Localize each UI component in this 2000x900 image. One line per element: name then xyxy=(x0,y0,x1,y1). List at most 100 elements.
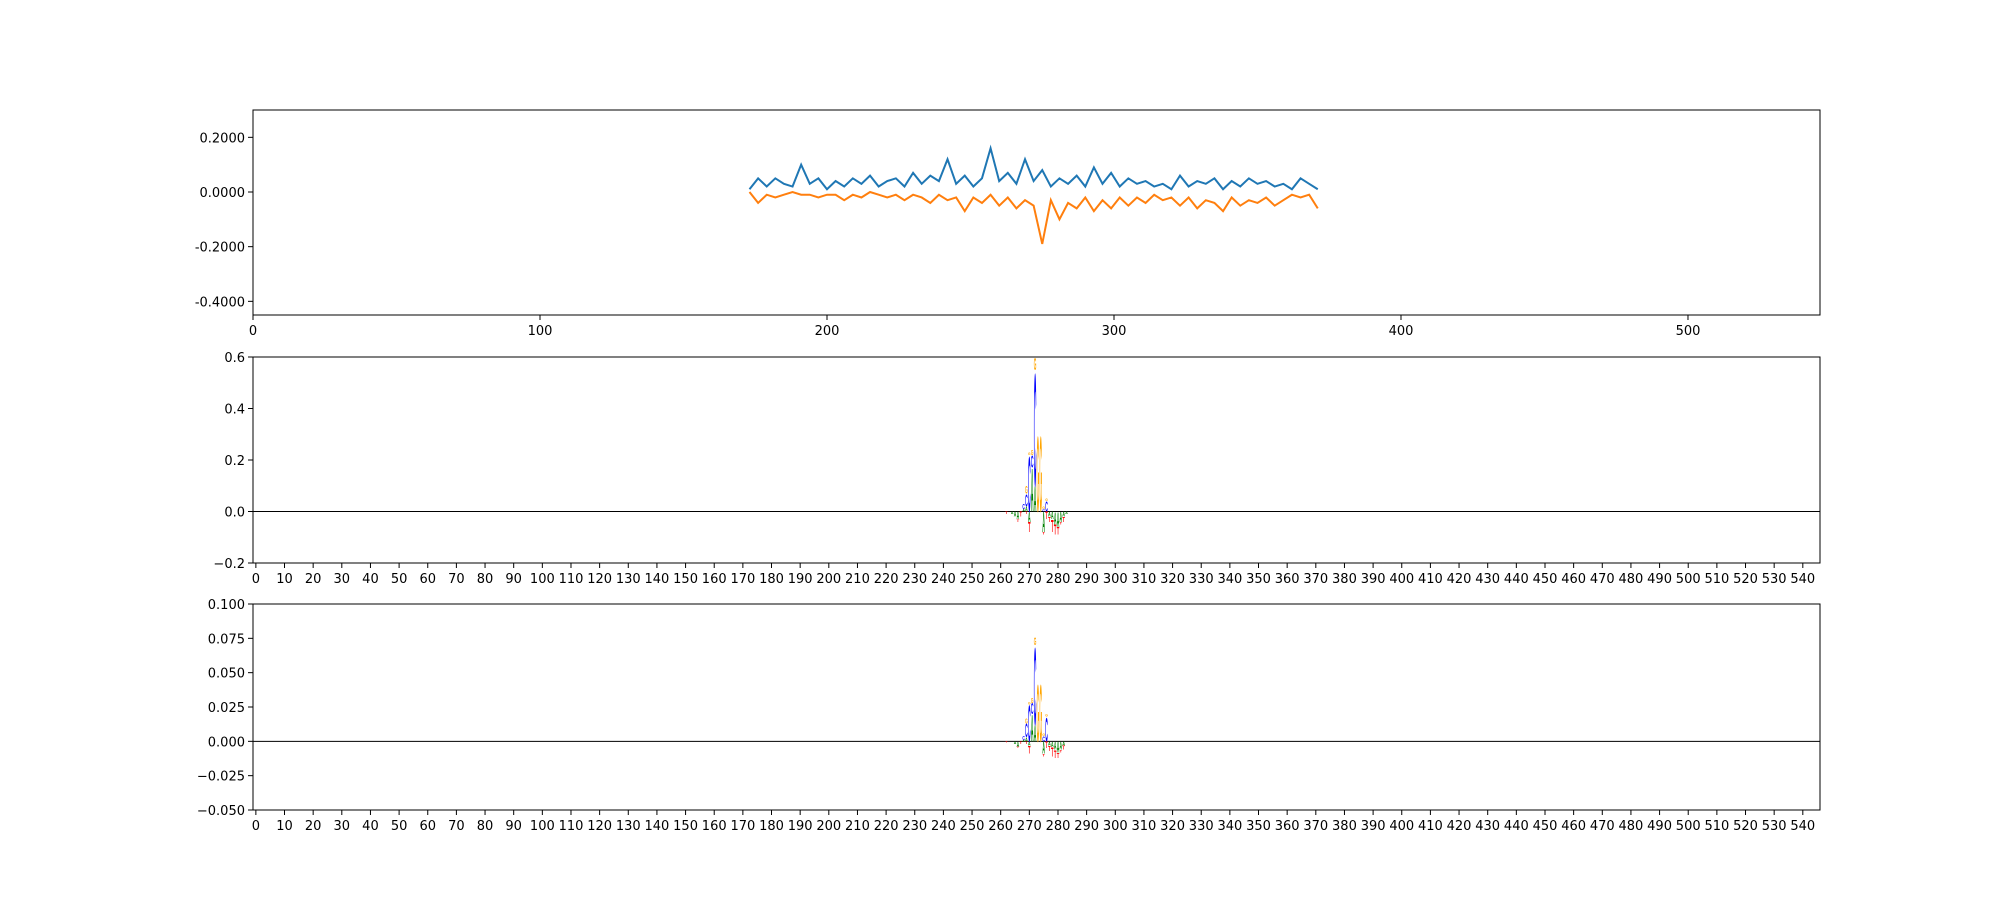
x-tick-label: 190 xyxy=(788,819,813,834)
series-line xyxy=(748,144,1319,191)
x-tick-label: 420 xyxy=(1447,819,1472,834)
x-tick-label: 290 xyxy=(1074,819,1099,834)
plot-area: ACGTACGTACGTACGTACGTACGTACGTACGTACGTACGT… xyxy=(253,624,1820,761)
panel: ACGTACGTACGTACGTACGTACGTACGTACGTACGTACGT… xyxy=(213,342,1821,587)
logo-letter: T xyxy=(1025,511,1028,515)
y-tick-label: 0.0 xyxy=(224,506,245,521)
logo-letter: A xyxy=(1017,742,1020,750)
y-tick-label: -0.4000 xyxy=(195,295,245,310)
logo-letter: G xyxy=(1034,353,1037,374)
x-tick-label: 10 xyxy=(276,572,293,587)
x-tick-label: 530 xyxy=(1762,819,1787,834)
x-tick-label: 480 xyxy=(1619,572,1644,587)
x-tick-label: 440 xyxy=(1504,819,1529,834)
x-tick-label: 360 xyxy=(1275,819,1300,834)
logo-letter: T xyxy=(1048,517,1051,525)
x-tick-label: 430 xyxy=(1475,819,1500,834)
x-tick-label: 210 xyxy=(845,572,870,587)
logo-letter: T xyxy=(1048,746,1051,754)
x-tick-label: 530 xyxy=(1762,572,1787,587)
logo-letter: A xyxy=(1057,740,1060,756)
x-tick-label: 400 xyxy=(1389,572,1414,587)
logo-letter: A xyxy=(1025,737,1028,744)
x-tick-label: 90 xyxy=(505,819,522,834)
x-tick-label: 260 xyxy=(988,572,1013,587)
x-tick-label: 330 xyxy=(1189,819,1214,834)
logo-letter: A xyxy=(1057,509,1060,533)
x-tick-label: 200 xyxy=(816,819,841,834)
logo-letter: T xyxy=(1019,741,1022,745)
x-tick-label: 210 xyxy=(845,819,870,834)
x-tick-label: 500 xyxy=(1676,819,1701,834)
x-tick-label: 440 xyxy=(1504,572,1529,587)
logo-letter: A xyxy=(1022,509,1025,513)
x-tick-label: 290 xyxy=(1074,572,1099,587)
x-tick-label: 500 xyxy=(1676,324,1701,339)
axes-frame xyxy=(252,356,1821,564)
logo-letter: G xyxy=(1025,484,1028,496)
x-tick-label: 150 xyxy=(673,572,698,587)
logo-letter: A xyxy=(1031,706,1034,750)
logo-letter: A xyxy=(1034,481,1037,520)
x-tick-label: 40 xyxy=(362,572,379,587)
logo-letter: C xyxy=(1025,721,1028,742)
x-tick-label: 110 xyxy=(559,572,584,587)
logo-letter: A xyxy=(1025,506,1028,514)
logo-letter: T xyxy=(1051,515,1054,536)
logo-letter: A xyxy=(1054,508,1057,529)
x-tick-label: 50 xyxy=(391,572,408,587)
logo-letter: G xyxy=(1045,714,1048,718)
logo-letter: A xyxy=(1017,510,1020,522)
x-tick-label: 140 xyxy=(645,819,670,834)
y-tick-label: −0.2 xyxy=(213,557,245,572)
x-tick-label: 250 xyxy=(960,819,985,834)
x-tick-label: 240 xyxy=(931,572,956,587)
x-tick-label: 540 xyxy=(1790,572,1815,587)
logo-letter: G xyxy=(1037,415,1040,535)
plot-area: ACGTACGTACGTACGTACGTACGTACGTACGTACGTACGT… xyxy=(253,342,1820,539)
y-tick-label: 0.2 xyxy=(224,454,245,469)
logo-letter: C xyxy=(1034,342,1037,522)
x-tick-label: 120 xyxy=(587,819,612,834)
x-tick-label: 450 xyxy=(1533,819,1558,834)
logo-letter: A xyxy=(1042,508,1045,539)
x-tick-label: 100 xyxy=(530,572,555,587)
x-tick-label: 370 xyxy=(1303,572,1328,587)
x-tick-label: 320 xyxy=(1160,819,1185,834)
x-tick-label: 470 xyxy=(1590,819,1615,834)
x-tick-label: 540 xyxy=(1790,819,1815,834)
y-tick-label: 0.000 xyxy=(208,735,245,750)
logo-letter: C xyxy=(1022,735,1025,742)
logo-letter: C xyxy=(1042,736,1045,744)
y-tick-label: 0.050 xyxy=(208,667,245,682)
x-tick-label: 340 xyxy=(1217,572,1242,587)
logo-letter: C xyxy=(1045,501,1048,516)
x-tick-label: 390 xyxy=(1361,819,1386,834)
logo-letter: G xyxy=(1028,701,1031,705)
plot-area xyxy=(748,144,1319,245)
axes-frame xyxy=(252,109,1821,316)
x-tick-label: 450 xyxy=(1533,572,1558,587)
panel: 0.2000 0.0000 -0.2000 -0.4000 0 100 200 300 400 5… xyxy=(195,109,1821,339)
logo-letter: T xyxy=(1057,525,1060,537)
logo-letter: C xyxy=(1028,695,1031,753)
x-tick-label: 410 xyxy=(1418,819,1443,834)
logo-letter: T xyxy=(1028,521,1031,536)
x-tick-label: 230 xyxy=(902,819,927,834)
logo-letter: C xyxy=(1034,624,1037,748)
x-tick-label: 90 xyxy=(505,572,522,587)
x-tick-label: 310 xyxy=(1132,819,1157,834)
logo-letter: A xyxy=(1028,741,1031,748)
logo-letter: G xyxy=(1034,634,1037,647)
x-tick-label: 160 xyxy=(702,819,727,834)
logo-letter: A xyxy=(1014,512,1017,520)
y-tick-label: 0.0000 xyxy=(200,186,246,201)
x-tick-label: 390 xyxy=(1361,572,1386,587)
logo-letter: A xyxy=(1051,742,1054,750)
x-tick-label: 340 xyxy=(1217,819,1242,834)
x-tick-label: 430 xyxy=(1475,572,1500,587)
logo-letter: C xyxy=(1028,441,1031,529)
x-tick-label: 60 xyxy=(419,572,436,587)
x-tick-label: 350 xyxy=(1246,819,1271,834)
x-tick-label: 220 xyxy=(874,819,899,834)
